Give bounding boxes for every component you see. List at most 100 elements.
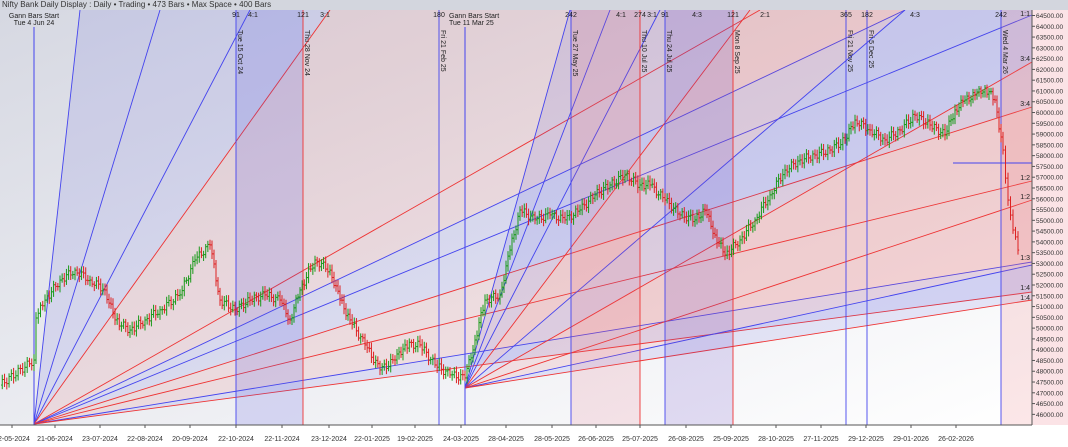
x-tick-label: 28-10-2025 bbox=[758, 436, 794, 443]
top-ratio-label: 2:1 bbox=[760, 12, 770, 19]
x-tick-label: 25-07-2025 bbox=[622, 436, 658, 443]
y-tick-label: 56000.00 bbox=[1036, 196, 1063, 203]
right-ratio-label: 1:4 bbox=[1020, 295, 1030, 302]
time-marker-date: Fri 5 Dec 25 bbox=[867, 30, 874, 68]
time-band bbox=[1001, 10, 1032, 425]
x-tick-label: 27-11-2025 bbox=[803, 436, 838, 443]
gann-fan-line bbox=[33, 9, 81, 425]
time-marker-date: Tue 15 Oct 24 bbox=[236, 30, 243, 74]
time-marker-date: Wed 4 Mar 26 bbox=[1001, 30, 1008, 74]
fan-sector bbox=[465, 10, 1032, 388]
gann-start-label: Gann Bars Start bbox=[9, 13, 59, 20]
gann-fan-line bbox=[33, 291, 1033, 425]
y-tick-label: 55000.00 bbox=[1036, 218, 1063, 225]
x-tick-label: 19-02-2025 bbox=[397, 436, 433, 443]
y-tick-label: 62000.00 bbox=[1036, 67, 1063, 74]
time-marker-count: 274 bbox=[634, 12, 646, 19]
gann-start-label: Gann Bars Start bbox=[449, 13, 499, 20]
y-tick-label: 64000.00 bbox=[1036, 24, 1063, 31]
gann-start-date: Tue 4 Jun 24 bbox=[14, 20, 55, 27]
gann-fan-line bbox=[33, 9, 906, 425]
right-ratio-label: 1:2 bbox=[1020, 175, 1030, 182]
x-tick-label: 22-08-2024 bbox=[127, 436, 163, 443]
time-marker-date: Thu 24 Jul 25 bbox=[665, 30, 672, 73]
y-tick-label: 59500.00 bbox=[1036, 121, 1063, 128]
x-tick-label: 28-05-2025 bbox=[534, 436, 570, 443]
y-tick-label: 46500.00 bbox=[1036, 401, 1063, 408]
top-ratio-label: 4:1 bbox=[616, 12, 626, 19]
y-tick-label: 57500.00 bbox=[1036, 164, 1063, 171]
gann-fan-line bbox=[464, 299, 1033, 389]
y-tick-label: 53000.00 bbox=[1036, 261, 1063, 268]
top-ratio-label: 3:1 bbox=[647, 12, 657, 19]
gann-fan-line bbox=[464, 9, 906, 389]
time-marker-count: 242 bbox=[565, 12, 577, 19]
gann-fan-line bbox=[33, 261, 1033, 425]
time-marker-date: Mon 8 Sep 25 bbox=[733, 30, 740, 74]
time-marker-date: Thu 10 Jul 25 bbox=[640, 30, 647, 73]
y-tick-label: 50500.00 bbox=[1036, 315, 1063, 322]
gann-fan-line bbox=[33, 9, 251, 425]
x-tick-label: 23-07-2024 bbox=[82, 436, 118, 443]
y-tick-label: 49000.00 bbox=[1036, 347, 1063, 354]
y-tick-label: 53500.00 bbox=[1036, 250, 1063, 257]
right-ratio-label: 1:3 bbox=[1020, 255, 1030, 262]
x-tick-label: 29-01-2026 bbox=[893, 436, 929, 443]
time-marker-date: Fri 21 Nov 25 bbox=[846, 30, 853, 72]
y-tick-label: 60000.00 bbox=[1036, 110, 1063, 117]
y-tick-label: 54000.00 bbox=[1036, 239, 1063, 246]
gann-fan-line bbox=[33, 9, 331, 425]
x-tick-label: 22-05-2024 bbox=[0, 436, 30, 443]
y-tick-label: 52000.00 bbox=[1036, 283, 1063, 290]
y-tick-label: 47500.00 bbox=[1036, 380, 1063, 387]
y-tick-label: 62500.00 bbox=[1036, 56, 1063, 63]
y-tick-label: 61500.00 bbox=[1036, 78, 1063, 85]
top-ratio-label: 4:1 bbox=[248, 12, 258, 19]
y-tick-label: 48000.00 bbox=[1036, 369, 1063, 376]
x-tick-label: 24-03-2025 bbox=[443, 436, 479, 443]
time-marker-date: Thu 28 Nov 24 bbox=[303, 30, 310, 76]
gann-fan-line bbox=[464, 9, 751, 389]
gann-fan-line bbox=[33, 9, 761, 425]
gann-fan-line bbox=[464, 9, 611, 389]
y-tick-label: 61000.00 bbox=[1036, 88, 1063, 95]
top-ratio-label: 3:1 bbox=[320, 12, 330, 19]
time-marker-count: 121 bbox=[727, 12, 739, 19]
y-tick-label: 59000.00 bbox=[1036, 132, 1063, 139]
y-tick-label: 63500.00 bbox=[1036, 35, 1063, 42]
gann-fan-line bbox=[464, 264, 1033, 389]
time-marker-date: Fri 21 Feb 25 bbox=[439, 30, 446, 72]
y-tick-label: 56500.00 bbox=[1036, 185, 1063, 192]
gann-fan-line bbox=[464, 9, 661, 389]
y-tick-label: 50000.00 bbox=[1036, 326, 1063, 333]
x-tick-label: 22-01-2025 bbox=[354, 436, 390, 443]
x-tick-label: 26-06-2025 bbox=[578, 436, 614, 443]
x-tick-label: 22-10-2024 bbox=[218, 436, 254, 443]
x-tick-label: 26-08-2025 bbox=[668, 436, 704, 443]
chart-header: Nifty Bank Daily Display : Daily • Tradi… bbox=[0, 0, 1068, 10]
time-marker-count: 91 bbox=[661, 12, 669, 19]
time-marker-count: 182 bbox=[861, 12, 873, 19]
y-tick-label: 51500.00 bbox=[1036, 293, 1063, 300]
x-tick-label: 28-04-2025 bbox=[488, 436, 524, 443]
time-marker-count: 365 bbox=[840, 12, 852, 19]
y-tick-label: 46000.00 bbox=[1036, 412, 1063, 419]
y-tick-label: 47000.00 bbox=[1036, 390, 1063, 397]
y-tick-label: 52500.00 bbox=[1036, 272, 1063, 279]
time-marker-count: 121 bbox=[297, 12, 309, 19]
y-tick-label: 63000.00 bbox=[1036, 45, 1063, 52]
gann-fan-line bbox=[464, 199, 1033, 389]
x-tick-label: 29-12-2025 bbox=[848, 436, 884, 443]
gann-fan-line bbox=[464, 9, 571, 389]
time-marker-count: 91 bbox=[232, 12, 240, 19]
y-tick-label: 64500.00 bbox=[1036, 13, 1063, 20]
x-tick-label: 25-09-2025 bbox=[713, 436, 749, 443]
top-ratio-label: 4:3 bbox=[910, 12, 920, 19]
y-tick-label: 60500.00 bbox=[1036, 99, 1063, 106]
gann-start-date: Tue 11 Mar 25 bbox=[449, 20, 494, 27]
y-tick-label: 49500.00 bbox=[1036, 336, 1063, 343]
time-marker-date: Tue 27 May 25 bbox=[571, 30, 578, 77]
y-tick-label: 55500.00 bbox=[1036, 207, 1063, 214]
